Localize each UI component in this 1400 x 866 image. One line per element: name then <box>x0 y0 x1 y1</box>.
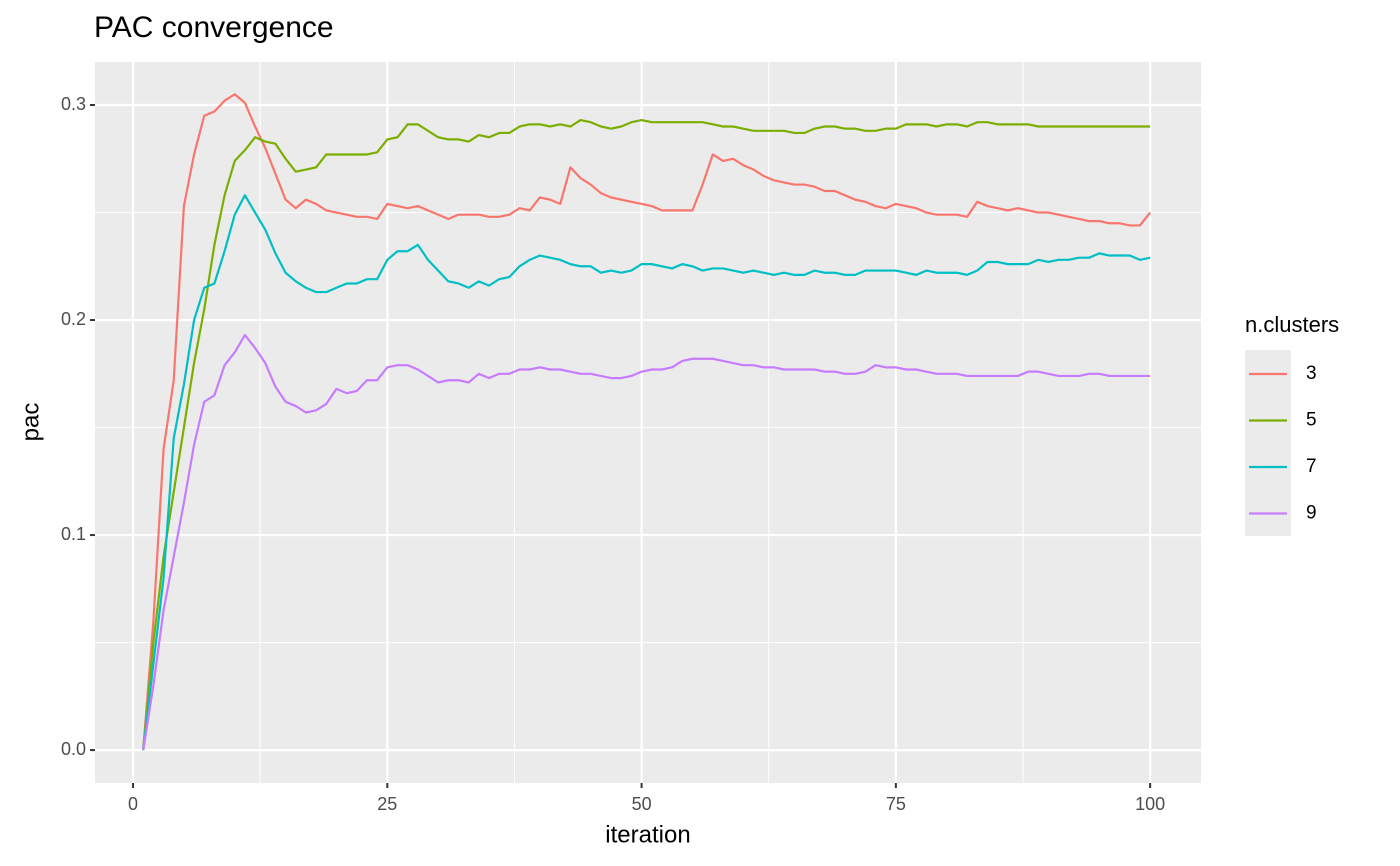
x-axis-label: iteration <box>605 821 690 848</box>
x-tick-label: 75 <box>886 794 906 814</box>
legend-label: 7 <box>1306 456 1317 477</box>
x-tick-label: 100 <box>1135 794 1165 814</box>
x-tick-label: 50 <box>632 794 652 814</box>
chart-title: PAC convergence <box>94 11 334 44</box>
y-axis-label: pac <box>17 403 44 442</box>
legend-label: 5 <box>1306 410 1317 431</box>
y-tick-label: 0.0 <box>61 739 86 759</box>
series-line <box>142 333 1151 751</box>
legend-label: 9 <box>1306 503 1317 524</box>
y-tick-label: 0.2 <box>61 309 86 329</box>
legend-label: 3 <box>1306 363 1317 384</box>
legend-keys <box>1245 350 1291 536</box>
x-tick-label: 25 <box>377 794 397 814</box>
series-line <box>142 194 1151 751</box>
legend-title: n.clusters <box>1245 312 1339 337</box>
panel <box>95 62 1201 783</box>
series-line <box>142 93 1152 751</box>
y-tick-label: 0.1 <box>61 524 86 544</box>
x-tick-label: 0 <box>128 794 138 814</box>
series-line <box>142 118 1151 751</box>
y-tick-label: 0.3 <box>61 94 86 114</box>
